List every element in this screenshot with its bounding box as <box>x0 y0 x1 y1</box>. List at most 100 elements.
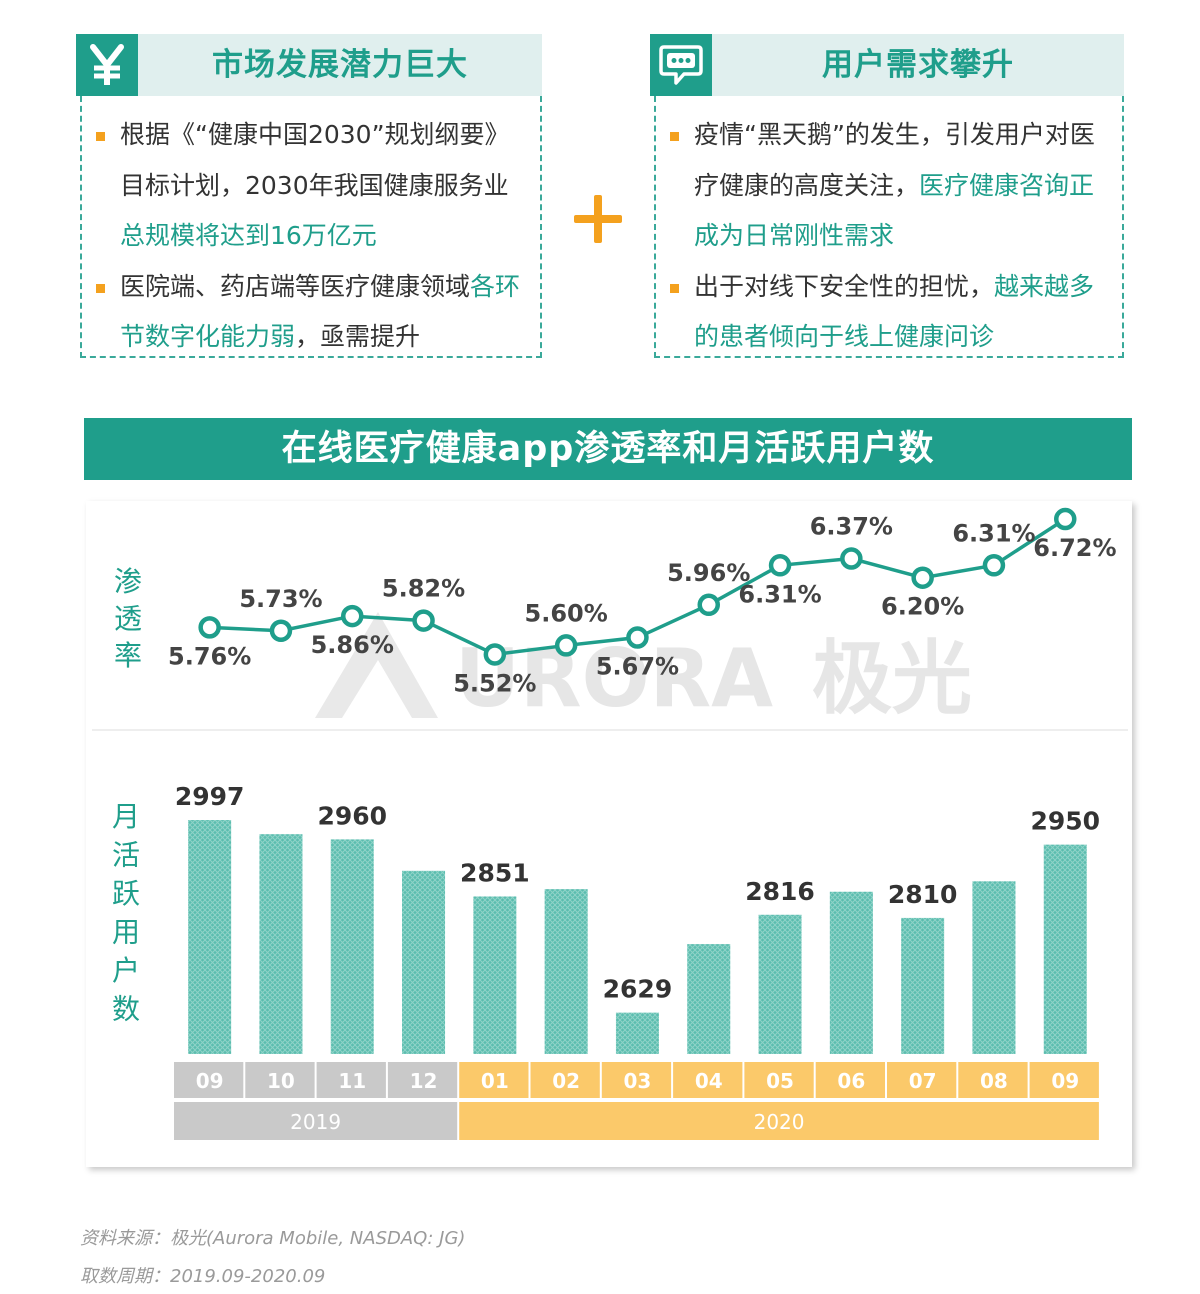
month-label-6: 03 <box>624 1069 652 1093</box>
rate-point-5 <box>554 634 578 657</box>
rate-point-8 <box>768 554 792 577</box>
mau-section-label: 月活跃用户数 <box>112 800 140 1026</box>
rate-point-11 <box>982 554 1006 577</box>
market-bullet-2-tail: ，亟需提升 <box>295 322 421 351</box>
month-cell-10 <box>887 1062 957 1098</box>
mau-bar-label-8: 2816 <box>745 877 815 906</box>
year-cell-0 <box>174 1102 458 1140</box>
rate-point-2 <box>341 604 364 628</box>
mau-bar-5 <box>544 889 588 1054</box>
mau-bar-8 <box>758 914 802 1054</box>
month-cell-12 <box>1029 1062 1099 1098</box>
month-label-12: 09 <box>1051 1069 1079 1093</box>
data-source: 资料来源：极光(Aurora Mobile, NASDAQ: JG) <box>80 1228 466 1249</box>
market-potential-bullets: 根据《“健康中国2030”规划纲要》目标计划，2030年我国健康服务业总规模将达… <box>96 110 524 363</box>
mau-bar-label-6: 2629 <box>603 975 673 1004</box>
mau-section-label-text: 月活跃用户数 <box>112 800 140 1026</box>
rate-point-7 <box>697 593 720 617</box>
rate-point-0 <box>198 616 221 639</box>
rate-label-3: 5.82% <box>382 575 465 603</box>
user-demand-panel: 用户需求攀升 疫情“黑天鹅”的发生，引发用户对医疗健康的高度关注，医疗健康咨询正… <box>650 34 1124 358</box>
market-bullet-2-highlight: 各环节数字化能力弱 <box>120 271 521 352</box>
demand-bullet-1: 疫情“黑天鹅”的发生，引发用户对医疗健康的高度关注，医疗健康咨询正成为日常刚性需… <box>670 110 1106 262</box>
month-cell-3 <box>387 1062 458 1098</box>
rate-point-1 <box>269 619 293 643</box>
mau-bar-label-10: 2810 <box>888 880 958 909</box>
year-cell-1 <box>459 1102 1099 1140</box>
aurora-watermark: URORA 极光 <box>315 612 972 725</box>
month-axis: 09 10 11 12 01 02 03 04 05 06 07 08 09 2019 2020 <box>174 1062 1099 1140</box>
rate-point-10 <box>911 566 934 589</box>
market-bullet-2: 医院端、药店端等医疗健康领域各环节数字化能力弱，亟需提升 <box>96 262 524 363</box>
rate-label-0: 5.76% <box>168 642 251 670</box>
rate-label-8: 6.31% <box>738 580 821 608</box>
month-cell-1 <box>245 1062 315 1098</box>
market-bullet-1-text: 根据《“健康中国2030”规划纲要》目标计划，2030年我国健康服务业 <box>120 120 510 200</box>
market-bullet-2-text: 医院端、药店端等医疗健康领域 <box>120 271 471 301</box>
mau-bar-6 <box>615 1012 659 1054</box>
user-demand-header: 用户需求攀升 <box>650 34 1124 96</box>
plus-icon <box>572 193 624 245</box>
user-demand-title: 用户需求攀升 <box>822 47 1014 83</box>
rate-label-12: 6.72% <box>1033 534 1116 562</box>
market-potential-panel: 市场发展潜力巨大 根据《“健康中国2030”规划纲要》目标计划，2030年我国健… <box>76 34 542 358</box>
month-cell-8 <box>744 1062 814 1098</box>
rate-point-4 <box>483 643 507 666</box>
rate-label-10: 6.20% <box>881 593 964 621</box>
rate-point-12 <box>1054 507 1077 531</box>
mau-bar-0 <box>188 820 232 1054</box>
rate-label-7: 5.96% <box>667 559 750 587</box>
demand-bullet-2-text: 出于对线下安全性的担忧， <box>694 271 995 301</box>
mau-bar-label-12: 2950 <box>1030 807 1100 836</box>
chart-banner-title: 在线医疗健康app渗透率和月活跃用户数 <box>84 418 1132 480</box>
mau-bar-11 <box>972 881 1016 1054</box>
rate-label-4: 5.52% <box>453 669 536 697</box>
month-label-0: 09 <box>196 1069 224 1093</box>
chart-svg: URORA 极光 渗透率 月活跃用户数 2997 2960 2851 2629 2816… <box>92 507 1128 1140</box>
month-cell-7 <box>673 1062 743 1098</box>
month-cell-2 <box>316 1062 386 1098</box>
rate-label-6: 5.67% <box>596 653 679 681</box>
rate-point-6 <box>626 626 649 649</box>
rate-point-9 <box>840 547 863 570</box>
mau-bar-2 <box>330 839 374 1054</box>
month-cell-0 <box>174 1062 244 1098</box>
month-cell-9 <box>815 1062 885 1098</box>
mau-bar-label-2: 2960 <box>317 801 387 830</box>
user-demand-bullets: 疫情“黑天鹅”的发生，引发用户对医疗健康的高度关注，医疗健康咨询正成为日常刚性需… <box>670 110 1106 363</box>
month-label-2: 11 <box>338 1069 366 1093</box>
month-cell-11 <box>958 1062 1028 1098</box>
rate-point-3 <box>412 609 435 632</box>
rate-label-5: 5.60% <box>525 599 608 627</box>
mau-bar-label-4: 2851 <box>460 858 530 887</box>
mau-bar-12 <box>1043 844 1087 1054</box>
year-label-1: 2020 <box>754 1110 805 1134</box>
month-label-8: 05 <box>766 1069 794 1093</box>
month-cell-6 <box>601 1062 672 1098</box>
rate-section-label: 渗透率 <box>114 565 142 672</box>
month-label-1: 10 <box>267 1069 295 1093</box>
user-demand-box <box>654 96 1124 358</box>
mau-bar-1 <box>259 834 303 1054</box>
mau-bar-4 <box>473 896 517 1054</box>
rate-section-label-text: 渗透率 <box>114 565 142 672</box>
yen-icon-badge <box>76 34 138 96</box>
mau-bar-10 <box>901 917 945 1054</box>
rate-label-2: 5.86% <box>311 631 394 659</box>
chat-icon-badge <box>650 34 712 96</box>
demand-bullet-2: 出于对线下安全性的担忧，越来越多的患者倾向于线上健康问诊 <box>670 262 1106 363</box>
rate-label-1: 5.73% <box>239 585 322 613</box>
yen-icon <box>90 44 124 85</box>
month-cell-5 <box>530 1062 600 1098</box>
month-label-7: 04 <box>695 1069 723 1093</box>
mau-bar-3 <box>402 870 446 1054</box>
month-label-9: 06 <box>837 1069 865 1093</box>
market-potential-box <box>80 96 542 358</box>
month-label-3: 12 <box>410 1069 438 1093</box>
watermark-text: URORA <box>455 632 773 725</box>
month-label-5: 02 <box>552 1069 580 1093</box>
rate-label-11: 6.31% <box>952 519 1035 547</box>
demand-bullet-2-highlight: 越来越多的患者倾向于线上健康问诊 <box>694 271 1095 352</box>
year-label-0: 2019 <box>290 1110 341 1134</box>
mau-bars: 2997 2960 2851 2629 2816 2810 2950 <box>175 782 1100 1054</box>
